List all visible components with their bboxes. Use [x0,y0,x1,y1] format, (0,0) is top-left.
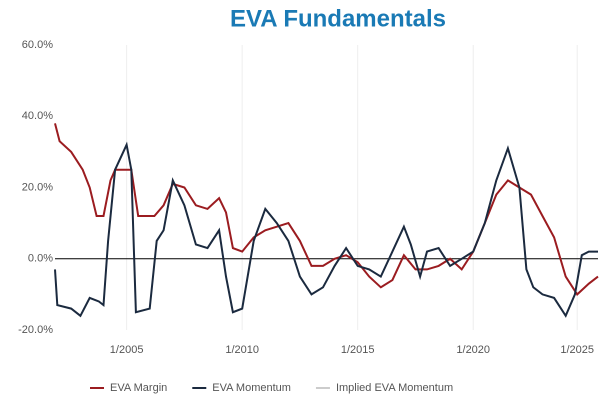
y-tick-label: -20.0% [18,324,53,336]
series-line [54,141,598,318]
legend-label: Implied EVA Momentum [336,382,453,394]
y-tick-label: 60.0% [22,39,53,51]
x-tick-label: 1/2005 [110,344,144,356]
series-line [54,123,599,296]
y-tick-label: 20.0% [22,181,53,193]
x-tick-label: 1/2025 [560,344,594,356]
x-tick-label: 1/2010 [225,344,259,356]
x-tick-label: 1/2015 [341,344,375,356]
chart-title: EVA Fundamentals [230,5,446,32]
y-tick-label: 0.0% [28,253,53,265]
legend-label: EVA Momentum [212,382,291,394]
legend-label: EVA Margin [110,382,167,394]
y-tick-label: 40.0% [22,110,53,122]
x-tick-label: 1/2020 [456,344,490,356]
